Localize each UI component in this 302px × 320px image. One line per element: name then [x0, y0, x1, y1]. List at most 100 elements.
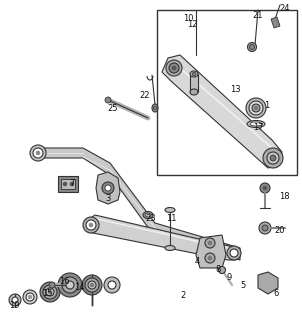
Text: 19: 19: [9, 300, 19, 309]
Text: 6: 6: [273, 289, 279, 298]
Circle shape: [70, 182, 74, 186]
Circle shape: [46, 288, 54, 296]
Ellipse shape: [250, 122, 262, 126]
Ellipse shape: [165, 245, 175, 251]
Ellipse shape: [249, 44, 255, 50]
Ellipse shape: [247, 121, 265, 127]
Text: 16: 16: [59, 277, 69, 286]
Text: 24: 24: [280, 4, 290, 12]
Ellipse shape: [192, 73, 196, 76]
Text: 7: 7: [69, 179, 75, 188]
Text: 3: 3: [105, 194, 111, 203]
Text: 13: 13: [230, 84, 240, 93]
Bar: [190, 74, 198, 92]
Circle shape: [249, 101, 263, 115]
Circle shape: [208, 256, 212, 260]
Ellipse shape: [143, 212, 153, 219]
Text: 22: 22: [140, 91, 150, 100]
Text: 12: 12: [187, 20, 197, 28]
Text: 10: 10: [183, 13, 193, 22]
Circle shape: [230, 249, 238, 257]
Text: 14: 14: [74, 284, 84, 292]
Circle shape: [63, 182, 67, 186]
Circle shape: [90, 283, 94, 287]
Circle shape: [172, 66, 176, 70]
Circle shape: [267, 152, 279, 164]
Bar: [157, 10, 297, 175]
Ellipse shape: [145, 213, 151, 217]
Text: 21: 21: [253, 11, 263, 20]
Bar: [61, 179, 75, 189]
Circle shape: [58, 273, 82, 297]
Text: 5: 5: [240, 281, 246, 290]
Circle shape: [83, 217, 99, 233]
Circle shape: [252, 104, 260, 112]
Ellipse shape: [190, 89, 198, 95]
Circle shape: [260, 183, 270, 193]
Circle shape: [104, 277, 120, 293]
Text: 17: 17: [253, 123, 263, 132]
Text: 4: 4: [194, 258, 200, 267]
Circle shape: [86, 220, 96, 230]
Circle shape: [49, 282, 55, 288]
Circle shape: [108, 281, 116, 289]
Text: 8: 8: [215, 266, 221, 275]
Circle shape: [30, 145, 46, 161]
Ellipse shape: [153, 106, 156, 110]
Circle shape: [89, 223, 93, 227]
Circle shape: [85, 278, 99, 292]
Circle shape: [263, 148, 283, 168]
Text: 9: 9: [226, 274, 232, 283]
Polygon shape: [271, 17, 280, 28]
Text: 1: 1: [264, 100, 270, 109]
Circle shape: [205, 253, 215, 263]
Circle shape: [23, 290, 37, 304]
Circle shape: [262, 225, 268, 231]
Circle shape: [105, 185, 111, 191]
Circle shape: [36, 151, 40, 155]
Circle shape: [43, 285, 57, 299]
Ellipse shape: [152, 104, 158, 112]
Polygon shape: [96, 172, 120, 204]
Text: 15: 15: [42, 289, 52, 298]
Circle shape: [169, 63, 179, 73]
Circle shape: [102, 182, 114, 194]
Circle shape: [270, 155, 276, 161]
Circle shape: [28, 295, 32, 299]
Circle shape: [105, 97, 111, 103]
Text: 20: 20: [275, 226, 285, 235]
Circle shape: [263, 186, 267, 190]
Text: 25: 25: [108, 103, 118, 113]
Circle shape: [26, 293, 34, 301]
Circle shape: [48, 290, 52, 294]
Circle shape: [66, 281, 74, 289]
Circle shape: [88, 281, 96, 289]
Polygon shape: [38, 148, 240, 260]
Circle shape: [33, 148, 43, 158]
Circle shape: [12, 297, 18, 303]
Ellipse shape: [248, 43, 256, 52]
Ellipse shape: [219, 267, 226, 274]
Circle shape: [62, 277, 78, 293]
Circle shape: [205, 238, 215, 248]
Circle shape: [254, 106, 258, 110]
Text: 18: 18: [279, 191, 289, 201]
Text: 11: 11: [166, 213, 176, 222]
Circle shape: [166, 60, 182, 76]
Polygon shape: [84, 215, 240, 260]
Circle shape: [9, 294, 21, 306]
Circle shape: [259, 222, 271, 234]
Ellipse shape: [190, 71, 198, 77]
Polygon shape: [258, 272, 278, 294]
Circle shape: [227, 246, 241, 260]
Ellipse shape: [165, 207, 175, 212]
Circle shape: [40, 282, 60, 302]
Text: 23: 23: [146, 213, 156, 222]
Text: 2: 2: [180, 291, 186, 300]
Circle shape: [208, 241, 212, 245]
Circle shape: [246, 98, 266, 118]
Circle shape: [82, 275, 102, 295]
Bar: [58, 176, 78, 192]
Polygon shape: [196, 235, 226, 268]
Polygon shape: [162, 55, 282, 168]
